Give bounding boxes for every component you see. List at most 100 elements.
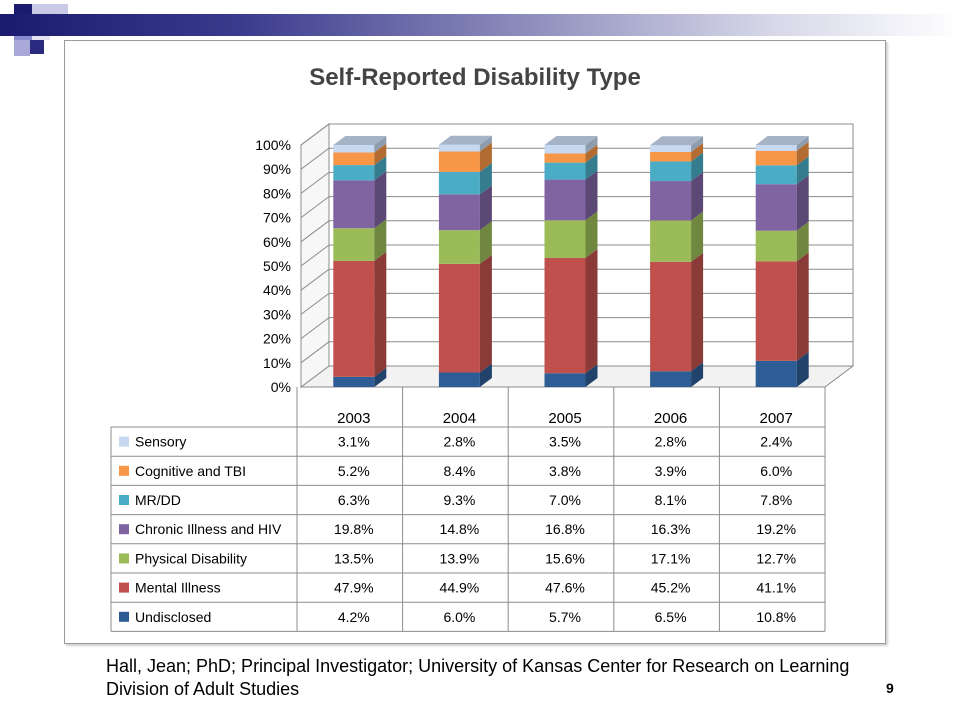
chart-title: Self-Reported Disability Type	[309, 64, 641, 91]
data-table-value: 12.7%	[756, 550, 796, 566]
bar-segment-side	[585, 153, 598, 180]
bar-segment-front	[333, 180, 375, 229]
bar-segment-side	[796, 156, 809, 185]
bar-segment-side	[691, 136, 704, 153]
bar-segment-front	[755, 150, 797, 166]
bar-segment-side	[479, 254, 492, 373]
data-table-value: 47.6%	[545, 580, 585, 596]
bar-segment-side	[691, 172, 704, 221]
data-table-value: 3.1%	[338, 434, 370, 450]
bar-segment-front	[544, 220, 586, 259]
bar-segment-side	[691, 152, 704, 182]
bar-segment-front	[333, 228, 375, 261]
data-table-value: 2.4%	[760, 434, 792, 450]
legend-swatch	[119, 436, 129, 447]
page-number: 9	[886, 680, 894, 696]
corner-square-periwinkle	[14, 40, 30, 56]
data-table-value: 41.1%	[756, 580, 796, 596]
bar-segment-front	[333, 165, 375, 181]
data-table-value: 10.8%	[756, 609, 796, 625]
data-table-value: 16.8%	[545, 521, 585, 537]
bar-segment-front	[333, 152, 375, 166]
legend-swatch	[119, 465, 129, 476]
y-tick-label: 40%	[263, 282, 291, 298]
source-citation: Hall, Jean; PhD; Principal Investigator;…	[106, 656, 850, 699]
data-table-value: 3.9%	[655, 463, 687, 479]
y-tick-label: 80%	[263, 185, 291, 201]
bar-top-face	[438, 135, 492, 145]
bar-segment-front	[438, 263, 480, 373]
bar-segment-front	[333, 145, 375, 153]
chart-svg: Self-Reported Disability Type 0% 10% 20% 30%…	[110, 64, 855, 632]
bar-top-face	[650, 136, 704, 146]
bar-segment-side	[691, 211, 704, 262]
data-table-value: 3.5%	[549, 434, 581, 450]
y-tick-label: 0%	[271, 379, 291, 395]
bar-segment-side	[479, 363, 492, 387]
bar-segment-front	[650, 261, 692, 372]
bar-segment-front	[755, 145, 797, 151]
data-table-value: 6.3%	[338, 492, 370, 508]
data-table-value: 7.8%	[760, 492, 792, 508]
bar-segment-side	[585, 170, 598, 221]
data-table-value: 5.2%	[338, 463, 370, 479]
bar-segment-front	[438, 144, 480, 152]
data-table-value: 45.2%	[651, 580, 691, 596]
y-tick-label: 60%	[263, 234, 291, 250]
bar-segment-front	[333, 376, 375, 387]
bar-segment-front	[438, 151, 480, 172]
bar-segment-side	[479, 162, 492, 195]
bar-segment-side	[691, 362, 704, 387]
bar-segment-front	[438, 171, 480, 195]
data-table-value: 8.4%	[443, 463, 475, 479]
legend-swatch	[119, 524, 129, 535]
data-table-value: 6.0%	[760, 463, 792, 479]
legend-label: Sensory	[135, 434, 186, 450]
bar-segment-front	[650, 371, 692, 387]
bar-segment-side	[374, 143, 387, 166]
bar-segment-side	[796, 141, 809, 166]
bar-segment-side	[585, 364, 598, 387]
bar-segment-side	[585, 211, 598, 259]
y-tick-label: 70%	[263, 210, 291, 226]
x-category-label: 2004	[443, 410, 476, 427]
corner-square-navy-small	[30, 40, 44, 54]
bar-segment-front	[650, 181, 692, 221]
bar-top-face	[755, 136, 809, 145]
data-table-value: 13.9%	[440, 550, 480, 566]
bar-segment-side	[374, 219, 387, 261]
bar-segment-side	[374, 136, 387, 153]
bar-top-face	[544, 136, 598, 145]
bar-segment-front	[544, 179, 586, 221]
bar-top-face	[333, 136, 387, 145]
bar-segment-side	[479, 142, 492, 172]
bar-segment-side	[796, 175, 809, 231]
bar-segment-side	[796, 351, 809, 387]
chart-frame: Self-Reported Disability Type 0% 10% 20% 30%…	[64, 40, 886, 644]
data-table-value: 13.5%	[334, 550, 374, 566]
bar-segment-side	[374, 156, 387, 181]
data-table-value: 7.0%	[549, 492, 581, 508]
bar-segment-front	[650, 161, 692, 182]
data-table-value: 2.8%	[443, 434, 475, 450]
bar-segment-side	[479, 185, 492, 231]
data-table-value: 3.8%	[549, 463, 581, 479]
y-tick-label: 50%	[263, 258, 291, 274]
legend-swatch	[119, 495, 129, 505]
bar-segment-side	[796, 136, 809, 151]
top-gradient-bar	[0, 14, 960, 36]
bar-segment-side	[585, 144, 598, 163]
bar-segment-side	[374, 367, 387, 387]
bar-segment-side	[374, 171, 387, 229]
data-table-value: 15.6%	[545, 550, 585, 566]
data-table-value: 17.1%	[651, 550, 691, 566]
legend-label: Undisclosed	[135, 609, 211, 625]
y-tick-label: 10%	[263, 355, 291, 371]
bar-segment-front	[650, 220, 692, 262]
legend-swatch	[119, 553, 129, 564]
bar-segment-side	[479, 221, 492, 264]
data-table-value: 47.9%	[334, 580, 374, 596]
bar-segment-side	[479, 135, 492, 152]
bar-segment-side	[374, 251, 387, 377]
bar-segment-side	[796, 252, 809, 361]
